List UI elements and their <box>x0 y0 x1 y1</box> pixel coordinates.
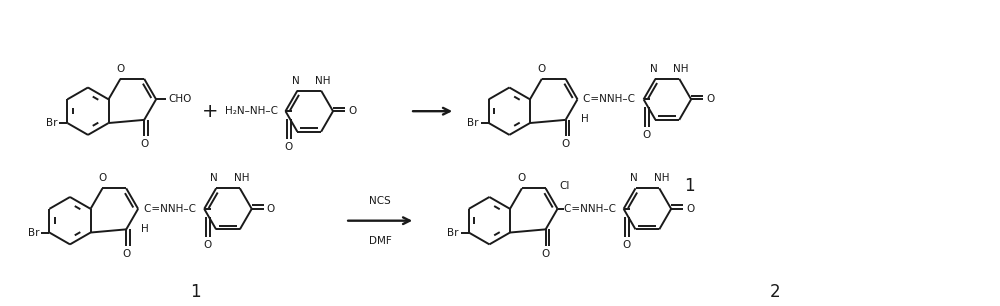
Text: NCS: NCS <box>369 196 391 206</box>
Text: N: N <box>292 76 299 86</box>
Text: +: + <box>202 102 219 121</box>
Text: Br: Br <box>447 228 459 237</box>
Text: C⁠=NNH–C: C⁠=NNH–C <box>583 94 635 104</box>
Text: 1: 1 <box>190 283 201 301</box>
Text: 1: 1 <box>684 177 695 195</box>
Text: O: O <box>140 140 148 149</box>
Text: H₂N–NH–C: H₂N–NH–C <box>225 106 278 116</box>
Text: NH: NH <box>673 64 689 74</box>
Text: Br: Br <box>467 118 479 128</box>
Text: O: O <box>98 174 107 183</box>
Text: Cl: Cl <box>559 181 570 191</box>
Text: NH: NH <box>234 174 250 183</box>
Text: C⁠=NNH–C: C⁠=NNH–C <box>144 204 196 214</box>
Text: H: H <box>581 114 588 124</box>
Text: NH: NH <box>654 174 669 183</box>
Text: Br: Br <box>46 118 57 128</box>
Text: N: N <box>650 64 657 74</box>
Text: O: O <box>203 240 212 250</box>
Text: 2: 2 <box>769 283 780 301</box>
Text: Br: Br <box>28 228 39 237</box>
Text: CHO: CHO <box>168 94 191 104</box>
Text: DMF: DMF <box>369 236 392 246</box>
Text: O: O <box>285 142 293 152</box>
Text: O: O <box>122 249 130 259</box>
Text: NH: NH <box>315 76 331 86</box>
Text: C⁠=NNH–C: C⁠=NNH–C <box>564 204 616 214</box>
Text: O: O <box>623 240 631 250</box>
Text: N: N <box>210 174 218 183</box>
Text: N: N <box>630 174 637 183</box>
Text: H: H <box>141 224 149 234</box>
Text: O: O <box>518 174 526 183</box>
Text: O: O <box>706 94 714 104</box>
Text: O: O <box>116 64 125 74</box>
Text: O: O <box>348 106 356 116</box>
Text: O: O <box>267 204 275 214</box>
Text: O: O <box>686 204 694 214</box>
Text: O: O <box>561 140 570 149</box>
Text: O: O <box>538 64 546 74</box>
Text: O: O <box>643 130 651 140</box>
Text: O: O <box>542 249 550 259</box>
